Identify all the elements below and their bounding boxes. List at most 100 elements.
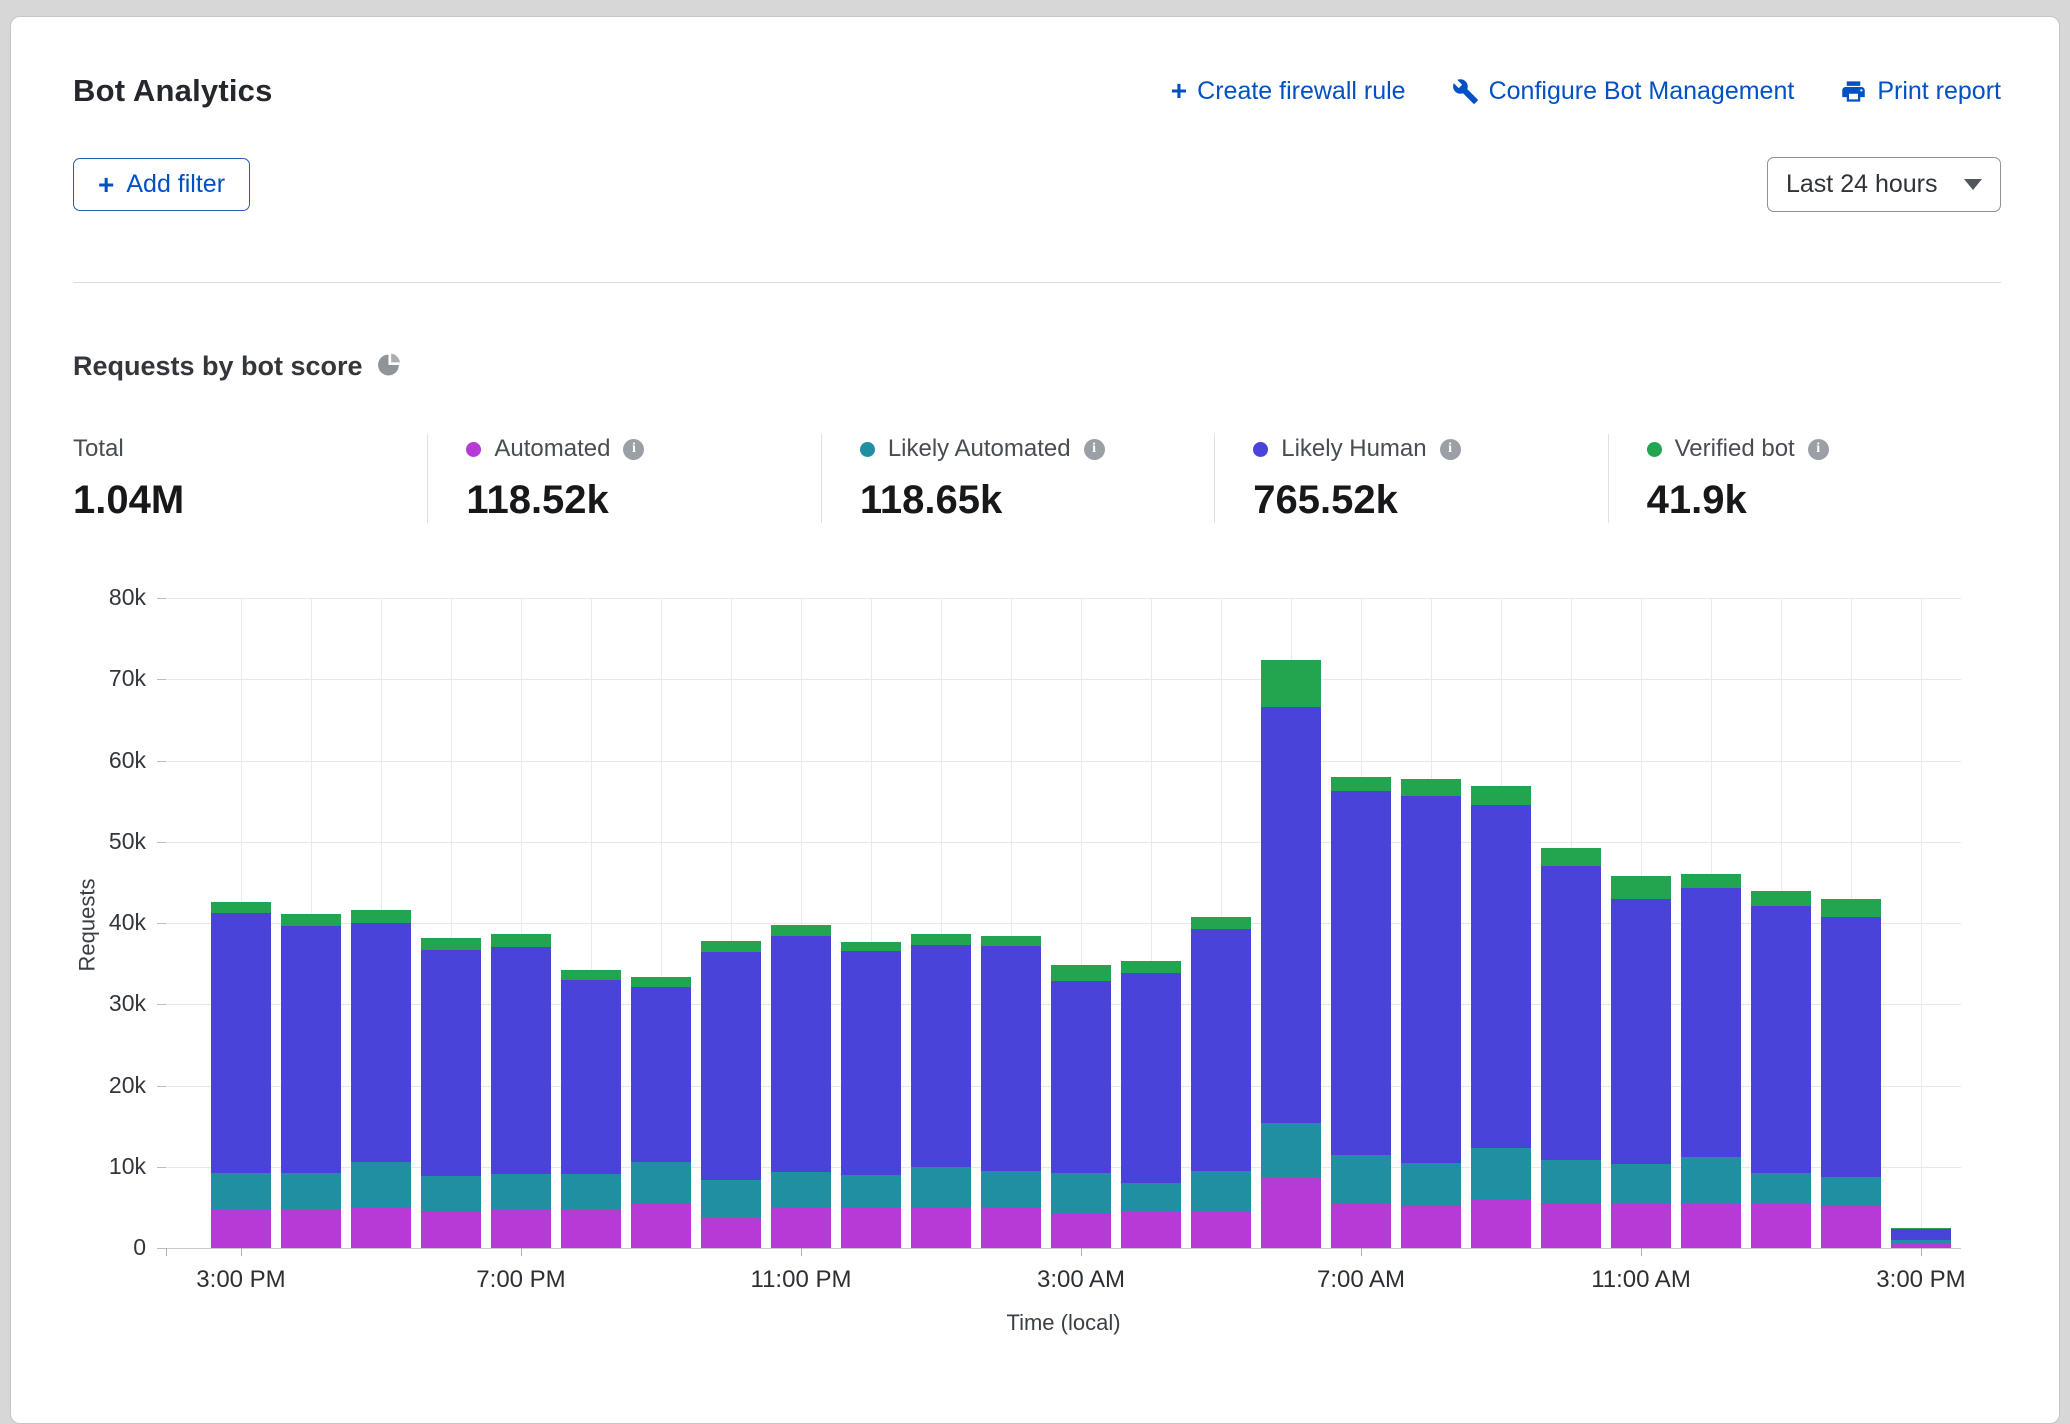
bar-segment-verified-bot[interactable] xyxy=(1331,777,1391,792)
bar-segment-likely-automated[interactable] xyxy=(211,1173,271,1209)
bar-segment-likely-human[interactable] xyxy=(561,980,621,1174)
bar-segment-automated[interactable] xyxy=(421,1212,481,1248)
bar-segment-likely-automated[interactable] xyxy=(1331,1155,1391,1204)
bar-segment-automated[interactable] xyxy=(1751,1203,1811,1249)
chart-bar-3-00-PM[interactable] xyxy=(211,902,271,1248)
bar-segment-automated[interactable] xyxy=(1611,1203,1671,1248)
chart-bar-12-00-PM[interactable] xyxy=(1681,874,1741,1248)
bar-segment-likely-human[interactable] xyxy=(1821,917,1881,1177)
bar-segment-automated[interactable] xyxy=(981,1208,1041,1248)
chart-bar-7-00-PM[interactable] xyxy=(491,934,551,1248)
bar-segment-automated[interactable] xyxy=(1401,1206,1461,1248)
bar-segment-likely-automated[interactable] xyxy=(1121,1183,1181,1211)
bar-segment-verified-bot[interactable] xyxy=(911,934,971,945)
bar-segment-automated[interactable] xyxy=(211,1209,271,1248)
bar-segment-likely-automated[interactable] xyxy=(1821,1177,1881,1206)
chart-bar-1-00-AM[interactable] xyxy=(911,934,971,1248)
bar-segment-likely-automated[interactable] xyxy=(561,1174,621,1210)
bar-segment-likely-automated[interactable] xyxy=(1191,1171,1251,1211)
time-range-select[interactable]: Last 24 hours xyxy=(1767,157,2001,212)
bar-segment-verified-bot[interactable] xyxy=(631,977,691,988)
bar-segment-likely-human[interactable] xyxy=(281,926,341,1173)
chart-bar-9-00-PM[interactable] xyxy=(631,977,691,1248)
bar-segment-verified-bot[interactable] xyxy=(841,942,901,952)
bar-segment-automated[interactable] xyxy=(1471,1199,1531,1248)
chart-bar-7-00-AM[interactable] xyxy=(1331,777,1391,1248)
bar-segment-likely-automated[interactable] xyxy=(1541,1160,1601,1204)
bar-segment-verified-bot[interactable] xyxy=(561,970,621,980)
bar-segment-likely-automated[interactable] xyxy=(1401,1163,1461,1206)
bar-segment-likely-automated[interactable] xyxy=(771,1172,831,1209)
info-icon[interactable]: i xyxy=(1808,439,1829,460)
bar-segment-likely-human[interactable] xyxy=(1751,906,1811,1173)
bar-segment-likely-human[interactable] xyxy=(1121,973,1181,1183)
chart-bar-1-00-PM[interactable] xyxy=(1751,891,1811,1248)
bar-segment-likely-human[interactable] xyxy=(981,946,1041,1171)
bar-segment-likely-human[interactable] xyxy=(1891,1229,1951,1240)
bar-segment-likely-human[interactable] xyxy=(211,913,271,1173)
bar-segment-likely-human[interactable] xyxy=(1331,791,1391,1155)
bar-segment-verified-bot[interactable] xyxy=(1051,965,1111,980)
bar-segment-likely-automated[interactable] xyxy=(631,1162,691,1204)
bar-segment-likely-automated[interactable] xyxy=(841,1175,901,1208)
chart-bar-12-00-AM[interactable] xyxy=(841,942,901,1248)
bar-segment-likely-human[interactable] xyxy=(491,947,551,1174)
bar-segment-likely-automated[interactable] xyxy=(701,1180,761,1218)
bar-segment-automated[interactable] xyxy=(1191,1211,1251,1248)
bar-segment-automated[interactable] xyxy=(351,1207,411,1248)
create-firewall-rule-link[interactable]: + Create firewall rule xyxy=(1171,77,1406,106)
bar-segment-automated[interactable] xyxy=(701,1218,761,1248)
chart-bar-4-00-AM[interactable] xyxy=(1121,961,1181,1248)
bar-segment-automated[interactable] xyxy=(911,1208,971,1248)
bar-segment-likely-human[interactable] xyxy=(1611,899,1671,1164)
add-filter-button[interactable]: + Add filter xyxy=(73,158,250,211)
chart-bar-11-00-AM[interactable] xyxy=(1611,876,1671,1248)
bar-segment-likely-automated[interactable] xyxy=(1261,1123,1321,1178)
bar-segment-likely-automated[interactable] xyxy=(1051,1173,1111,1213)
bar-segment-likely-human[interactable] xyxy=(1541,866,1601,1160)
chart-bar-2-00-AM[interactable] xyxy=(981,936,1041,1248)
bar-segment-verified-bot[interactable] xyxy=(351,910,411,923)
chart-bar-9-00-AM[interactable] xyxy=(1471,786,1531,1248)
bar-segment-likely-automated[interactable] xyxy=(1471,1148,1531,1199)
bar-segment-likely-automated[interactable] xyxy=(1611,1164,1671,1203)
bar-segment-automated[interactable] xyxy=(1121,1211,1181,1248)
bar-segment-verified-bot[interactable] xyxy=(701,941,761,952)
bar-segment-likely-human[interactable] xyxy=(351,923,411,1162)
bar-segment-likely-human[interactable] xyxy=(1471,805,1531,1148)
bar-segment-verified-bot[interactable] xyxy=(491,934,551,947)
chart-bar-3-00-AM[interactable] xyxy=(1051,965,1111,1248)
bar-segment-verified-bot[interactable] xyxy=(1191,917,1251,929)
bar-segment-likely-automated[interactable] xyxy=(351,1162,411,1207)
bar-segment-verified-bot[interactable] xyxy=(1821,899,1881,916)
bar-segment-likely-automated[interactable] xyxy=(421,1176,481,1213)
bar-segment-verified-bot[interactable] xyxy=(771,925,831,936)
bar-segment-likely-automated[interactable] xyxy=(1751,1173,1811,1202)
chart-bar-6-00-PM[interactable] xyxy=(421,938,481,1248)
bar-segment-likely-human[interactable] xyxy=(1261,707,1321,1123)
bar-segment-verified-bot[interactable] xyxy=(1541,848,1601,866)
bar-segment-automated[interactable] xyxy=(1261,1178,1321,1248)
info-icon[interactable]: i xyxy=(1440,439,1461,460)
bar-segment-likely-automated[interactable] xyxy=(911,1167,971,1208)
bar-segment-automated[interactable] xyxy=(1821,1206,1881,1248)
bar-segment-likely-automated[interactable] xyxy=(281,1173,341,1210)
bar-segment-likely-human[interactable] xyxy=(771,936,831,1172)
chart-bar-4-00-PM[interactable] xyxy=(281,914,341,1248)
bar-segment-likely-human[interactable] xyxy=(421,950,481,1176)
bar-segment-likely-human[interactable] xyxy=(911,945,971,1167)
bar-segment-verified-bot[interactable] xyxy=(1611,876,1671,900)
chart-bar-8-00-PM[interactable] xyxy=(561,970,621,1248)
chart-bar-3-00-PM[interactable] xyxy=(1891,1228,1951,1248)
bar-segment-automated[interactable] xyxy=(491,1209,551,1248)
bar-segment-verified-bot[interactable] xyxy=(1471,786,1531,806)
info-icon[interactable]: i xyxy=(623,439,644,460)
bar-segment-verified-bot[interactable] xyxy=(1751,891,1811,906)
bar-segment-verified-bot[interactable] xyxy=(1261,660,1321,707)
bar-segment-verified-bot[interactable] xyxy=(1681,874,1741,888)
bar-segment-likely-human[interactable] xyxy=(701,952,761,1180)
bar-segment-automated[interactable] xyxy=(281,1210,341,1248)
bar-segment-likely-human[interactable] xyxy=(841,951,901,1174)
bar-segment-automated[interactable] xyxy=(771,1208,831,1248)
print-report-link[interactable]: Print report xyxy=(1840,77,2001,106)
